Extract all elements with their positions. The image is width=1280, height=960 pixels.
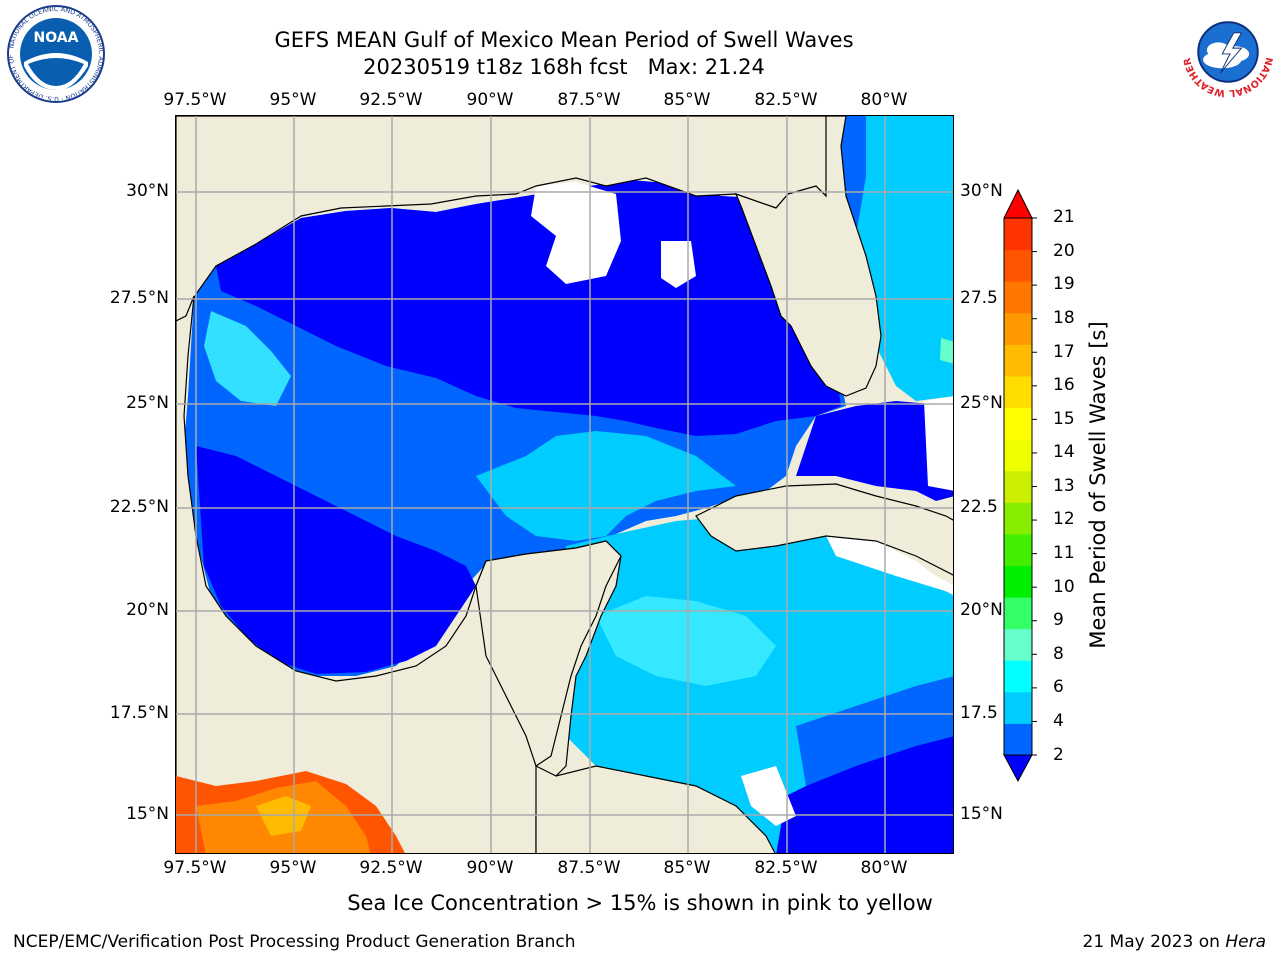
colorbar-segment (1004, 312, 1032, 345)
credit-text: NCEP/EMC/Verification Post Processing Pr… (13, 932, 576, 952)
colorbar-segment (1004, 470, 1032, 503)
chart-title: GEFS MEAN Gulf of Mexico Mean Period of … (274, 28, 854, 52)
colorbar-label: 18 (1053, 308, 1075, 328)
map-svg (176, 116, 953, 853)
colorbar-label: 17 (1053, 342, 1075, 362)
lat-tick-right: 17.5 (960, 703, 998, 723)
lon-tick-bottom: 90°W (466, 858, 514, 878)
atlantic-swell-cyan (846, 116, 953, 401)
pacific-swell-yellow-patch (256, 796, 311, 836)
colorbar-segment (1004, 660, 1032, 693)
no-data-florida-keys (924, 396, 953, 491)
lon-tick-top: 90°W (466, 90, 514, 110)
colorbar-label: 15 (1053, 409, 1075, 429)
colorbar-segment (1004, 502, 1032, 535)
machine-name: Hera (1225, 932, 1266, 952)
colorbar-label: 2 (1053, 745, 1064, 765)
lon-tick-bottom: 87.5°W (557, 858, 621, 878)
colorbar-label: 14 (1053, 442, 1075, 462)
colorbar-segment (1004, 439, 1032, 472)
colorbar-label: 4 (1053, 711, 1064, 731)
lat-tick-left: 15°N (126, 804, 169, 824)
no-data-cuba-gap (826, 536, 953, 594)
lat-tick-right: 20°N (960, 600, 1003, 620)
gulf-swell-deep-southwest (196, 446, 476, 674)
lat-tick-left: 25°N (126, 393, 169, 413)
date-value: 21 May 2023 on (1082, 932, 1220, 952)
colorbar-label: 16 (1053, 375, 1075, 395)
caribbean-swell-deep-southeast (776, 726, 953, 853)
colorbar-label: 19 (1053, 274, 1075, 294)
colorbar-segment (1004, 597, 1032, 630)
lon-tick-top: 97.5°W (163, 90, 227, 110)
lon-tick-bottom: 80°W (860, 858, 908, 878)
lon-tick-top: 85°W (663, 90, 711, 110)
lat-tick-right: 22.5 (960, 497, 998, 517)
strait-swell-deep (796, 401, 953, 501)
colorbar-segment (1004, 344, 1032, 377)
colorbar-segment (1004, 249, 1032, 282)
colorbar-label: 6 (1053, 677, 1064, 697)
lat-tick-left: 20°N (126, 600, 169, 620)
date-text: 21 May 2023 on Hera (1083, 932, 1267, 952)
lat-tick-left: 22.5°N (109, 497, 169, 517)
colorbar-segment (1004, 723, 1032, 756)
lat-tick-left: 17.5°N (109, 703, 169, 723)
lon-tick-bottom: 97.5°W (163, 858, 227, 878)
chart-subtitle: 20230519 t18z 168h fcst Max: 21.24 (363, 55, 765, 79)
land-cuba (695, 483, 953, 576)
colorbar-label: 12 (1053, 509, 1075, 529)
land-central-america (535, 765, 776, 853)
colorbar-label: 8 (1053, 644, 1064, 664)
nws-logo: NATIONAL WEATHER SERVICE (1180, 4, 1274, 99)
colorbar-label: 13 (1053, 476, 1075, 496)
colorbar-segment (1004, 691, 1032, 724)
caribbean-swell-lightcyan (596, 596, 776, 686)
colorbar (1003, 188, 1037, 783)
colorbar-label: 20 (1053, 241, 1075, 261)
colorbar-label: 9 (1053, 610, 1064, 630)
colorbar-label: 11 (1053, 543, 1075, 563)
map-panel (175, 115, 954, 854)
colorbar-segment (1004, 407, 1032, 440)
no-data-mississippi (531, 182, 621, 284)
lat-tick-left: 27.5°N (109, 288, 169, 308)
colorbar-segment (1004, 218, 1032, 251)
lon-tick-top: 92.5°W (359, 90, 423, 110)
colorbar-title: Mean Period of Swell Waves [s] (1086, 321, 1110, 649)
lon-tick-bottom: 85°W (663, 858, 711, 878)
lon-tick-bottom: 82.5°W (754, 858, 818, 878)
lon-tick-top: 82.5°W (754, 90, 818, 110)
lon-tick-bottom: 95°W (269, 858, 317, 878)
gulf-swell-lightcyan-west (204, 311, 291, 406)
colorbar-segment (1004, 281, 1032, 314)
lat-tick-right: 27.5 (960, 288, 998, 308)
colorbar-label: 10 (1053, 577, 1075, 597)
noaa-logo-text: NOAA (34, 30, 79, 46)
lon-tick-top: 95°W (269, 90, 317, 110)
lon-tick-top: 87.5°W (557, 90, 621, 110)
no-data-honduras (741, 766, 796, 826)
lon-tick-top: 80°W (860, 90, 908, 110)
colorbar-extend-high (1003, 188, 1033, 219)
noaa-logo: NATIONAL OCEANIC AND ATMOSPHERIC ADMINIS… (6, 4, 105, 103)
atlantic-swell-green-patch (940, 338, 953, 364)
colorbar-segment (1004, 628, 1032, 661)
lon-tick-bottom: 92.5°W (359, 858, 423, 878)
colorbar-segment (1004, 375, 1032, 409)
caribbean-swell-blue-southeast (796, 676, 953, 786)
lat-tick-right: 25°N (960, 393, 1003, 413)
lat-tick-right: 15°N (960, 804, 1003, 824)
colorbar-segment (1004, 565, 1032, 598)
lat-tick-right: 30°N (960, 181, 1003, 201)
sea-ice-note: Sea Ice Concentration > 15% is shown in … (347, 891, 933, 915)
colorbar-extend-low (1003, 754, 1033, 783)
land-yucatan (475, 540, 622, 767)
gridlines (176, 116, 953, 853)
land-florida (734, 116, 882, 397)
gulf-swell-cyan-east (476, 431, 736, 541)
colorbar-label: 21 (1053, 207, 1075, 227)
lat-tick-left: 30°N (126, 181, 169, 201)
colorbar-segment (1004, 533, 1032, 566)
